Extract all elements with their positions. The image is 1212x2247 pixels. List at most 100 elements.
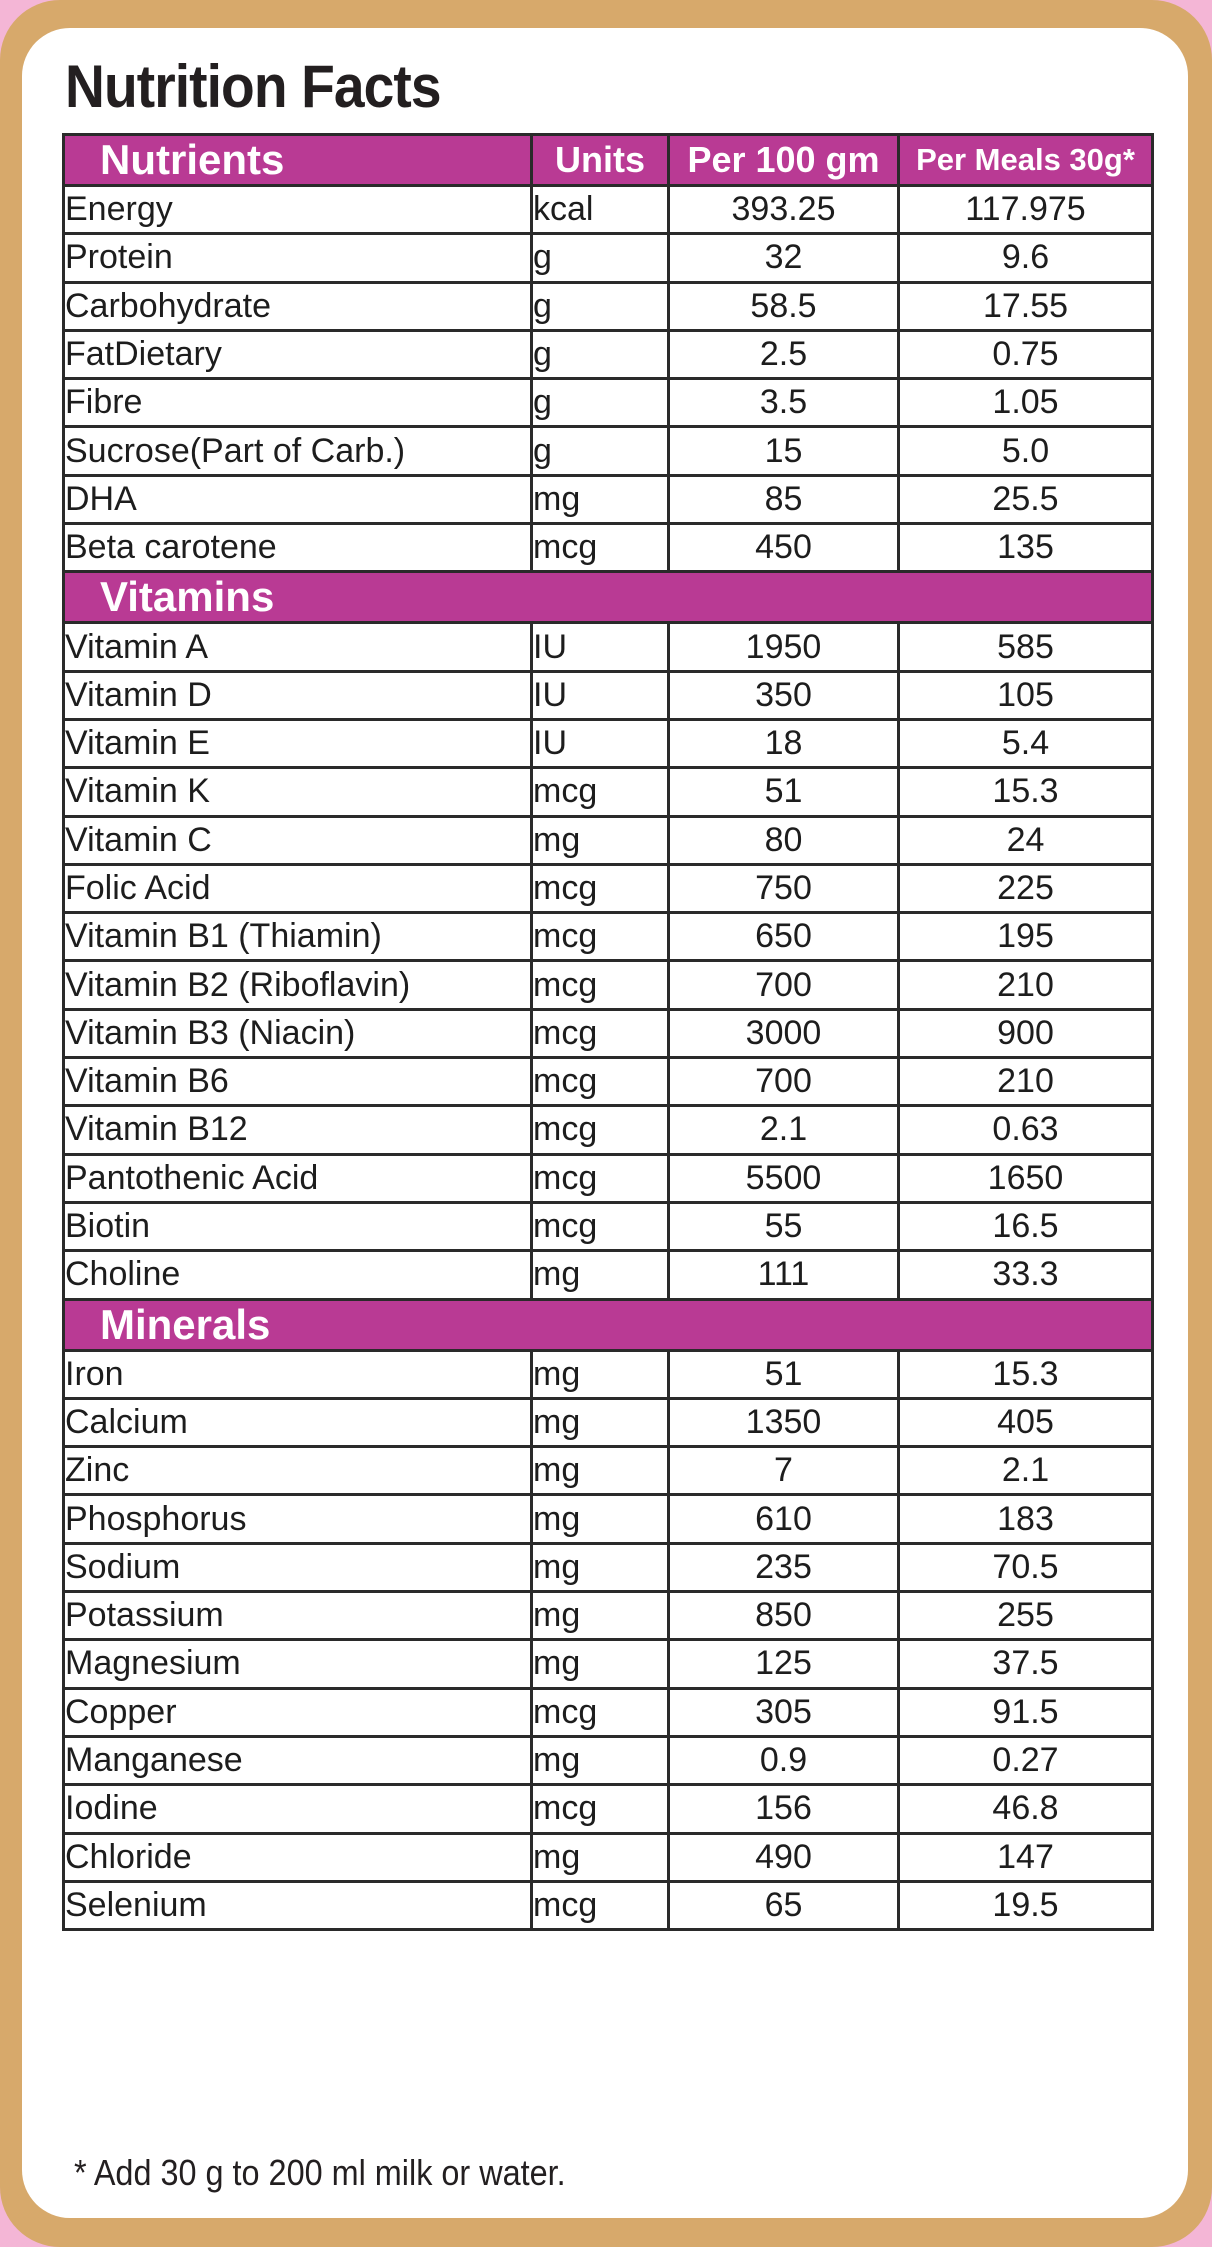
table-row: Manganese mg 0.9 0.27 xyxy=(62,1734,1154,1787)
table-row: Zinc mg 7 2.1 xyxy=(62,1445,1154,1497)
value-per-meal: 24 xyxy=(897,814,1154,866)
nutrient-unit: g xyxy=(530,425,670,477)
value-per-meal: 0.27 xyxy=(897,1734,1154,1787)
value-per-meal: 16.5 xyxy=(897,1200,1154,1253)
nutrient-unit: g xyxy=(530,280,670,332)
value-per-meal: 105 xyxy=(897,669,1154,721)
nutrition-table: Nutrients Units Per 100 gm Per Meals 30g… xyxy=(62,133,1154,1932)
value-per-100g: 156 xyxy=(667,1783,900,1835)
value-per-meal: 46.8 xyxy=(897,1783,1154,1835)
nutrient-name: Chloride xyxy=(62,1831,533,1883)
nutrient-name: Carbohydrate xyxy=(62,280,533,332)
nutrient-unit: kcal xyxy=(530,183,670,236)
value-per-100g: 2.1 xyxy=(667,1104,900,1156)
value-per-100g: 55 xyxy=(667,1200,900,1253)
value-per-100g: 393.25 xyxy=(667,183,900,236)
value-per-100g: 3.5 xyxy=(667,377,900,429)
value-per-100g: 15 xyxy=(667,425,900,477)
nutrient-unit: g xyxy=(530,328,670,381)
nutrient-name: Vitamin B2 (Riboflavin) xyxy=(62,959,533,1011)
nutrient-name: Vitamin A xyxy=(62,621,533,673)
value-per-meal: 405 xyxy=(897,1396,1154,1449)
nutrient-name: Vitamin E xyxy=(62,717,533,770)
table-row: Vitamin B12 mcg 2.1 0.63 xyxy=(62,1104,1154,1156)
table-row: Vitamin B6 mcg 700 210 xyxy=(62,1056,1154,1108)
value-per-meal: 9.6 xyxy=(897,232,1154,284)
header-per-meal: Per Meals 30g* xyxy=(897,133,1154,187)
nutrient-unit: mg xyxy=(530,473,670,526)
nutrient-unit: g xyxy=(530,377,670,429)
nutrient-name: Protein xyxy=(62,232,533,284)
nutrient-name: Iron xyxy=(62,1348,533,1400)
nutrient-name: Iodine xyxy=(62,1783,533,1835)
table-row: Vitamin B3 (Niacin) mcg 3000 900 xyxy=(62,1007,1154,1060)
table-row: Fibre g 3.5 1.05 xyxy=(62,377,1154,429)
table-row: Pantothenic Acid mcg 5500 1650 xyxy=(62,1152,1154,1204)
nutrient-unit: mcg xyxy=(530,522,670,574)
nutrient-unit: mg xyxy=(530,1493,670,1545)
value-per-meal: 255 xyxy=(897,1590,1154,1642)
nutrient-unit: mcg xyxy=(530,1152,670,1204)
nutrient-unit: IU xyxy=(530,621,670,673)
nutrient-unit: mcg xyxy=(530,1783,670,1835)
vitamins-section-row: Vitamins xyxy=(62,570,1154,625)
nutrient-name: Vitamin C xyxy=(62,814,533,866)
value-per-meal: 5.4 xyxy=(897,717,1154,770)
value-per-100g: 51 xyxy=(667,1348,900,1400)
footnote: * Add 30 g to 200 ml milk or water. xyxy=(74,2152,566,2193)
value-per-meal: 15.3 xyxy=(897,766,1154,818)
minerals-section-row: Minerals xyxy=(62,1297,1154,1352)
value-per-100g: 700 xyxy=(667,1056,900,1108)
value-per-meal: 15.3 xyxy=(897,1348,1154,1400)
value-per-meal: 195 xyxy=(897,911,1154,963)
table-row: DHA mg 85 25.5 xyxy=(62,473,1154,526)
value-per-100g: 1350 xyxy=(667,1396,900,1449)
value-per-meal: 1650 xyxy=(897,1152,1154,1204)
header-units: Units xyxy=(530,133,670,187)
table-row: Iodine mcg 156 46.8 xyxy=(62,1783,1154,1835)
table-row: Choline mg 111 33.3 xyxy=(62,1249,1154,1301)
nutrient-name: Biotin xyxy=(62,1200,533,1253)
value-per-meal: 225 xyxy=(897,862,1154,915)
value-per-meal: 210 xyxy=(897,1056,1154,1108)
nutrient-unit: IU xyxy=(530,669,670,721)
vitamins-section-heading: Vitamins xyxy=(62,570,1154,625)
value-per-meal: 183 xyxy=(897,1493,1154,1545)
value-per-100g: 125 xyxy=(667,1638,900,1690)
value-per-meal: 33.3 xyxy=(897,1249,1154,1301)
nutrient-unit: mg xyxy=(530,1348,670,1400)
nutrient-name: Vitamin B12 xyxy=(62,1104,533,1156)
value-per-meal: 91.5 xyxy=(897,1686,1154,1738)
nutrient-unit: mg xyxy=(530,1590,670,1642)
value-per-meal: 5.0 xyxy=(897,425,1154,477)
nutrient-unit: mg xyxy=(530,814,670,866)
value-per-100g: 5500 xyxy=(667,1152,900,1204)
nutrient-name: Folic Acid xyxy=(62,862,533,915)
value-per-100g: 1950 xyxy=(667,621,900,673)
nutrient-unit: mcg xyxy=(530,766,670,818)
table-row: Iron mg 51 15.3 xyxy=(62,1348,1154,1400)
value-per-100g: 7 xyxy=(667,1445,900,1497)
table-row: Copper mcg 305 91.5 xyxy=(62,1686,1154,1738)
nutrient-unit: mcg xyxy=(530,911,670,963)
value-per-meal: 0.75 xyxy=(897,328,1154,381)
table-row: Vitamin B2 (Riboflavin) mcg 700 210 xyxy=(62,959,1154,1011)
value-per-100g: 305 xyxy=(667,1686,900,1738)
table-header-row: Nutrients Units Per 100 gm Per Meals 30g… xyxy=(62,133,1154,187)
value-per-100g: 32 xyxy=(667,232,900,284)
value-per-100g: 3000 xyxy=(667,1007,900,1060)
table-row: FatDietary g 2.5 0.75 xyxy=(62,328,1154,381)
nutrient-name: Zinc xyxy=(62,1445,533,1497)
table-row: Sodium mg 235 70.5 xyxy=(62,1541,1154,1594)
value-per-meal: 70.5 xyxy=(897,1541,1154,1594)
value-per-100g: 65 xyxy=(667,1879,900,1932)
value-per-100g: 610 xyxy=(667,1493,900,1545)
nutrient-name: Copper xyxy=(62,1686,533,1738)
value-per-meal: 2.1 xyxy=(897,1445,1154,1497)
nutrient-unit: mg xyxy=(530,1734,670,1787)
value-per-100g: 51 xyxy=(667,766,900,818)
nutrient-name: Sucrose(Part of Carb.) xyxy=(62,425,533,477)
value-per-100g: 235 xyxy=(667,1541,900,1594)
table-row: Phosphorus mg 610 183 xyxy=(62,1493,1154,1545)
table-row: Energy kcal 393.25 117.975 xyxy=(62,183,1154,236)
